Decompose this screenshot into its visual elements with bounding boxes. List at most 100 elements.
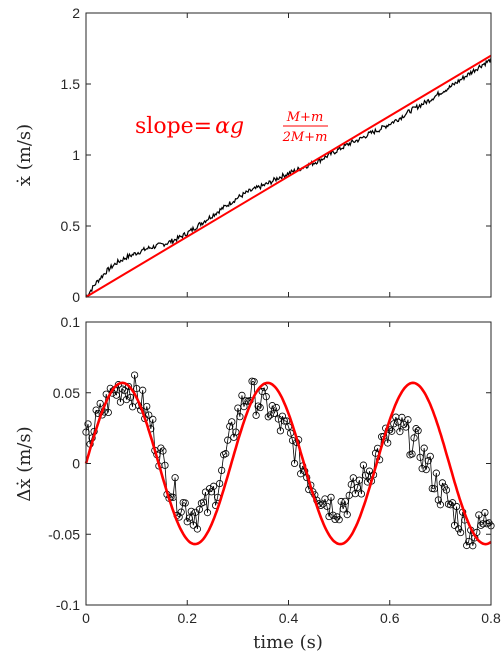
bottom-data-point (398, 413, 406, 421)
top-ytick-label: 0 (72, 289, 80, 305)
bottom-data-segment (437, 499, 441, 505)
bottom-data-point (331, 515, 339, 524)
bottom-data-segment (115, 384, 119, 396)
bottom-data-point (297, 470, 305, 478)
bottom-data-point (195, 505, 203, 514)
bottom-data-point (454, 525, 463, 533)
bottom-data-segment (429, 456, 433, 489)
bottom-data-point (438, 479, 446, 487)
bottom-data-point (278, 412, 287, 420)
bottom-data-segment (225, 440, 229, 454)
bottom-data-point (402, 423, 410, 431)
bottom-ylabel: Δẋ (m/s) (14, 426, 35, 501)
bottom-data-segment (162, 450, 166, 466)
bottom-chart-marks (82, 371, 495, 550)
bottom-data-segment (235, 408, 239, 433)
bottom-data-segment (375, 448, 378, 454)
bottom-ytick-label: 0 (72, 456, 80, 472)
bottom-data-segment (263, 387, 267, 397)
bottom-data-segment (221, 454, 225, 471)
bottom-data-point (475, 511, 483, 519)
bottom-xtick-label: 0.6 (380, 610, 400, 626)
bottom-data-segment (190, 511, 194, 526)
bottom-data-segment (466, 541, 470, 546)
bottom-data-point (228, 418, 236, 426)
bottom-data-point (396, 428, 404, 436)
bottom-data-segment (356, 480, 360, 488)
bottom-data-segment (472, 537, 476, 546)
bottom-data-segment (397, 421, 401, 432)
bottom-data-segment (290, 433, 293, 441)
bottom-data-segment (439, 482, 443, 505)
bottom-data-segment (324, 498, 328, 507)
top-axes: 0 0.5 1 1.5 2 ẋ (m/s) slope= αg M+m 2M+m (14, 5, 492, 305)
bottom-data-point (272, 403, 280, 412)
bottom-sine-fit (84, 381, 492, 546)
bottom-data-segment (201, 501, 204, 504)
bottom-data-point (122, 395, 131, 404)
bottom-data-point (280, 417, 289, 425)
bottom-data-segment (478, 514, 482, 526)
bottom-data-segment (446, 489, 449, 505)
bottom-plot-area (86, 322, 491, 605)
bottom-data-segment (237, 407, 241, 417)
bottom-data-point (256, 403, 264, 412)
bottom-data-segment (259, 391, 263, 408)
top-ticks: 0 0.5 1 1.5 2 (61, 5, 492, 305)
bottom-data-segment (223, 453, 226, 456)
bottom-data-segment (277, 418, 281, 431)
bottom-data-segment (174, 477, 178, 516)
bottom-data-segment (462, 512, 466, 521)
bottom-data-segment (401, 417, 405, 425)
bottom-data-segment (417, 430, 421, 458)
bottom-data-segment (344, 501, 348, 515)
bottom-data-point (254, 402, 262, 410)
bottom-data-segment (120, 389, 123, 403)
bottom-data-point (187, 507, 195, 515)
bottom-data-segment (395, 417, 399, 423)
bottom-data-segment (425, 460, 429, 470)
bottom-data-segment (134, 375, 138, 389)
bottom-data-point (365, 467, 374, 475)
bottom-data-point (220, 451, 228, 459)
bottom-data-point (218, 466, 226, 475)
bottom-data-point (266, 411, 274, 419)
slope-fraction-numerator: M+m (286, 110, 324, 125)
bottom-data-segment (415, 428, 419, 431)
bottom-data-point (124, 382, 133, 391)
bottom-data-point (116, 398, 125, 406)
bottom-data-segment (340, 501, 344, 510)
bottom-xtick-label: 0.2 (178, 610, 198, 626)
bottom-data-segment (464, 519, 468, 546)
bottom-data-point (222, 450, 230, 458)
bottom-xtick-label: 0.4 (279, 610, 299, 626)
bottom-data-segment (207, 488, 210, 513)
bottom-data-point (96, 399, 104, 408)
bottom-data-segment (229, 421, 233, 427)
bottom-data-point (268, 402, 276, 410)
bottom-data-point (226, 422, 234, 430)
bottom-data-point (388, 427, 396, 435)
bottom-data-point (481, 508, 489, 517)
bottom-data-point (390, 420, 398, 428)
bottom-data-segment (146, 406, 150, 416)
bottom-data-segment (367, 471, 370, 483)
bottom-data-segment (215, 497, 219, 506)
bottom-data-point (216, 479, 224, 488)
bottom-data-segment (468, 530, 472, 542)
bottom-data-point (434, 496, 442, 504)
bottom-data-point (410, 434, 418, 442)
bottom-ticks: 0 0.2 0.4 0.6 0.8 -0.1 -0.05 0 0.05 0.1 (48, 314, 501, 626)
bottom-data-segment (456, 506, 459, 529)
bottom-data-segment (409, 453, 413, 456)
bottom-data-point (349, 474, 357, 482)
bottom-xlabel: time (s) (253, 632, 323, 653)
bottom-xtick-label: 0.8 (481, 610, 501, 626)
bottom-data-segment (271, 405, 275, 414)
bottom-data-segment (391, 423, 395, 432)
top-ytick-label: 2 (72, 5, 80, 21)
bottom-data-segment (124, 390, 127, 400)
bottom-data-point (159, 447, 167, 455)
bottom-data-segment (413, 428, 417, 438)
